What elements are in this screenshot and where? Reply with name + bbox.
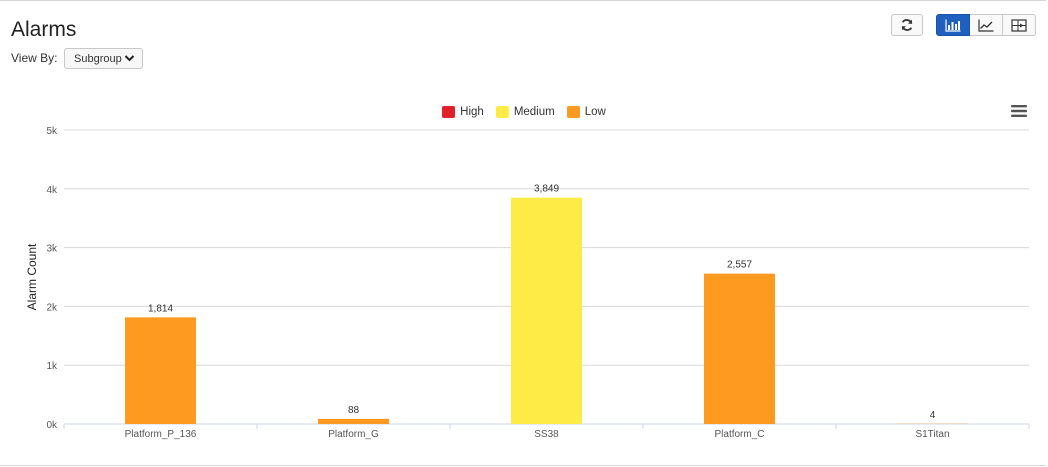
legend-item-high[interactable]: High	[442, 106, 484, 118]
bar	[125, 317, 196, 424]
bar-chart-icon	[945, 19, 961, 32]
bar	[318, 418, 389, 424]
chevron-down-icon	[124, 55, 135, 62]
x-tick-label: Platform_C	[714, 429, 764, 440]
y-tick-label: 3k	[46, 244, 58, 255]
refresh-button[interactable]	[891, 14, 923, 36]
legend-swatch-low	[566, 106, 580, 118]
chart-legend: High Medium Low	[0, 106, 1048, 118]
y-tick-label: 5k	[46, 126, 58, 137]
legend-swatch-high	[442, 106, 456, 118]
refresh-icon	[901, 19, 913, 31]
data-label: 4	[930, 410, 936, 421]
hamburger-menu-icon[interactable]	[1011, 104, 1027, 118]
legend-item-low[interactable]: Low	[566, 106, 606, 118]
bar-chart-view-button[interactable]	[936, 14, 970, 36]
legend-label-medium: Medium	[513, 106, 555, 118]
data-label: 88	[348, 405, 360, 416]
view-by-label: View By:	[11, 51, 58, 65]
y-axis-label: Alarm Count	[25, 243, 39, 310]
x-tick-label: Platform_P_136	[125, 429, 197, 440]
bar	[511, 197, 582, 424]
data-label: 3,849	[534, 184, 559, 195]
legend-label-high: High	[460, 106, 484, 118]
view-by-value: Subgroup	[74, 52, 122, 65]
legend-swatch-medium	[495, 106, 509, 118]
x-tick-label: Platform_G	[328, 429, 379, 440]
data-label: 1,814	[148, 303, 173, 314]
x-tick-label: S1Titan	[915, 429, 949, 440]
table-icon	[1011, 18, 1027, 32]
y-tick-label: 1k	[46, 361, 58, 372]
page-title: Alarms	[11, 18, 77, 41]
view-by-select[interactable]: Subgroup	[64, 48, 143, 69]
line-chart-icon	[978, 19, 994, 32]
y-tick-label: 4k	[46, 185, 58, 196]
x-tick-label: SS38	[534, 429, 559, 440]
bar	[704, 273, 775, 424]
y-tick-label: 2k	[46, 302, 58, 313]
legend-label-low: Low	[584, 106, 606, 118]
y-tick-label: 0k	[46, 420, 58, 431]
line-chart-view-button[interactable]	[970, 14, 1003, 36]
data-label: 2,557	[727, 260, 752, 271]
legend-item-medium[interactable]: Medium	[495, 106, 555, 118]
table-view-button[interactable]	[1003, 14, 1036, 36]
